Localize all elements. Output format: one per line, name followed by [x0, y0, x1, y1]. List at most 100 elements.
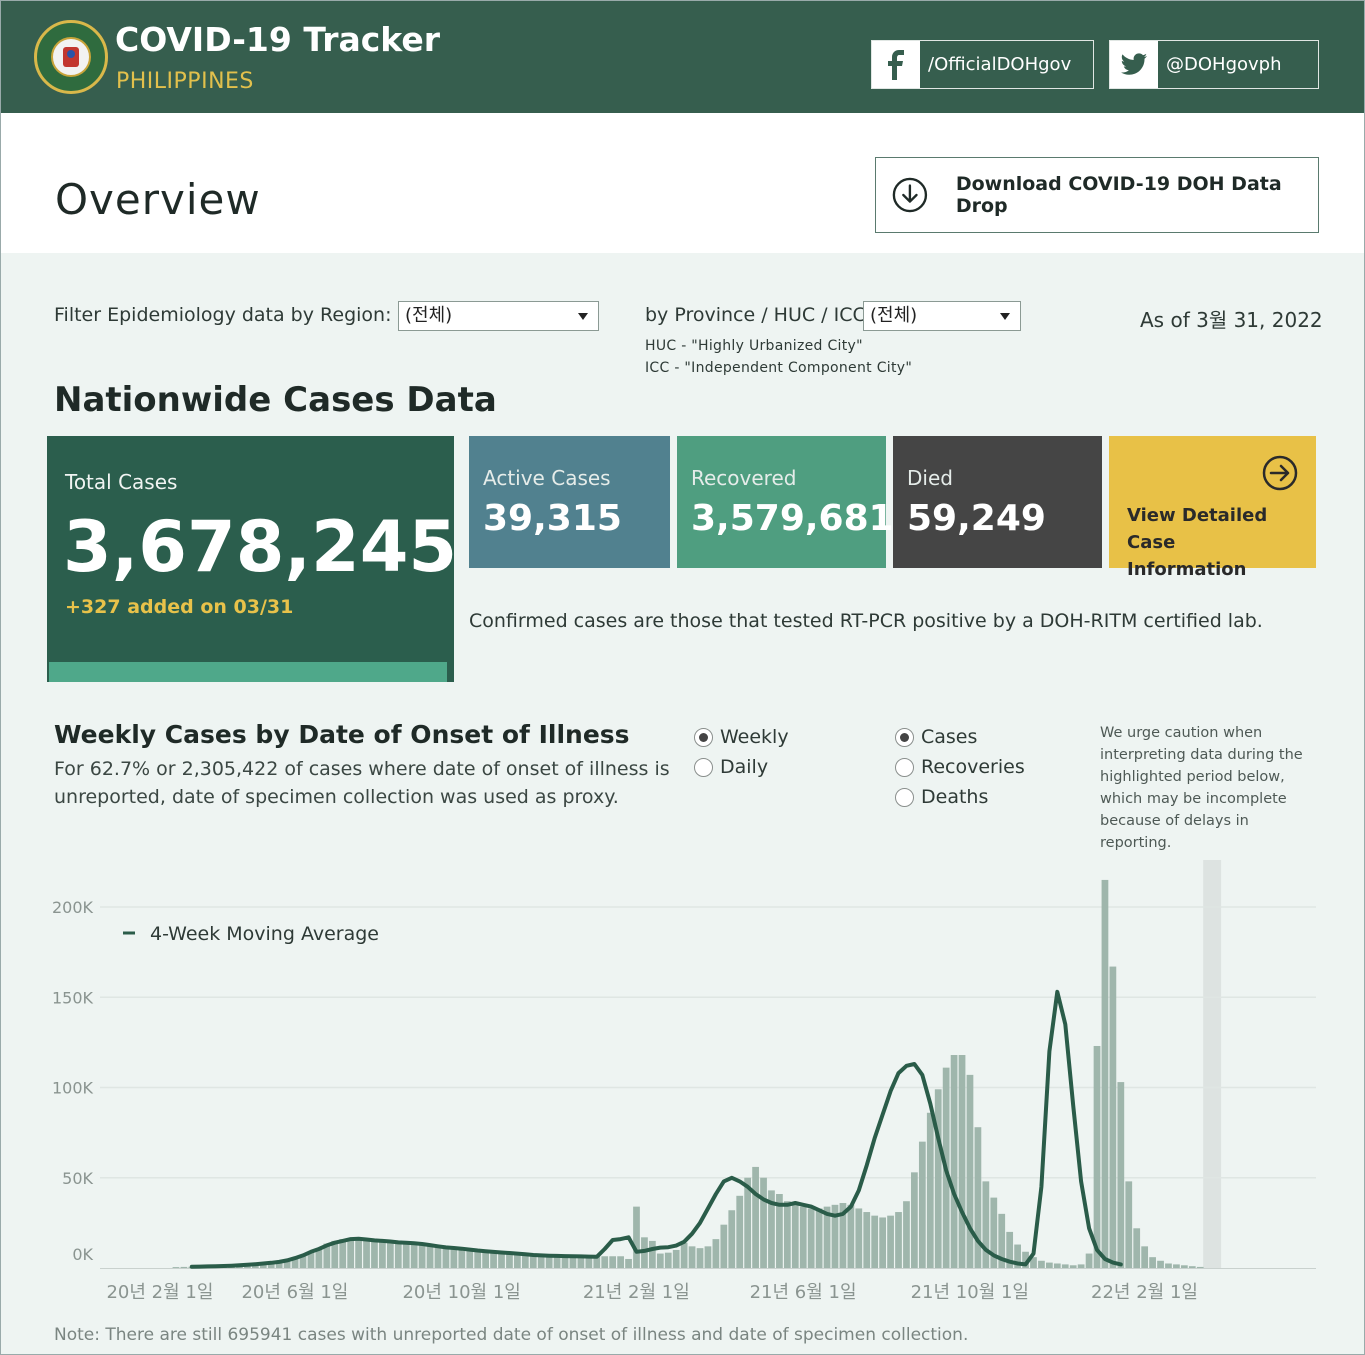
- weekly-cases-bar: [307, 1251, 315, 1268]
- twitter-handle: @DOHgovph: [1166, 54, 1282, 75]
- weekly-cases-bar: [633, 1206, 640, 1268]
- weekly-cases-bar: [1165, 1263, 1172, 1268]
- weekly-cases-bar: [752, 1166, 759, 1268]
- twitter-link[interactable]: @DOHgovph: [1109, 40, 1319, 89]
- weekly-cases-bar: [776, 1193, 783, 1268]
- radio-unselected-icon: [895, 787, 914, 807]
- radio-daily[interactable]: Daily: [694, 756, 768, 778]
- active-cases-card: Active Cases 39,315: [469, 436, 670, 568]
- weekly-cases-bar: [1125, 1181, 1133, 1268]
- weekly-cases-bar: [394, 1241, 402, 1268]
- app-title: COVID-19 Tracker: [115, 20, 441, 59]
- province-filter-label: by Province / HUC / ICC:: [645, 304, 873, 326]
- huc-note: HUC - "Highly Urbanized City": [645, 338, 863, 354]
- weekly-cases-bar: [426, 1244, 434, 1268]
- weekly-cases-bar: [712, 1239, 720, 1268]
- y-tick-label: 150K: [52, 988, 94, 1007]
- weekly-cases-bar: [744, 1177, 752, 1268]
- weekly-cases-bar: [1006, 1231, 1014, 1268]
- weekly-cases-bar: [434, 1245, 442, 1268]
- weekly-cases-bar: [1069, 1265, 1077, 1268]
- weekly-cases-bar: [617, 1256, 624, 1268]
- weekly-cases-bar: [847, 1204, 855, 1268]
- weekly-cases-bar: [275, 1261, 283, 1268]
- weekly-cases-bar: [672, 1249, 680, 1268]
- recovered-value: 3,579,681: [691, 498, 894, 539]
- weekly-cases-bar: [1046, 1262, 1053, 1268]
- total-cases-card: Total Cases 3,678,245 +327 added on 03/3…: [47, 436, 458, 682]
- radio-deaths-label: Deaths: [921, 786, 989, 808]
- weekly-cases-bar: [998, 1213, 1006, 1268]
- weekly-cases-bar: [283, 1259, 291, 1268]
- weekly-cases-bar: [498, 1251, 505, 1268]
- weekly-cases-bar: [1180, 1265, 1188, 1268]
- weekly-cases-bar: [450, 1247, 458, 1268]
- weekly-cases-bar: [323, 1243, 331, 1268]
- weekly-cases-bar: [903, 1201, 910, 1268]
- weekly-cases-bar: [1196, 1266, 1204, 1268]
- weekly-cases-bar: [807, 1208, 815, 1268]
- incomplete-data-highlight: [1203, 860, 1222, 1268]
- weekly-cases-bar: [379, 1240, 386, 1268]
- weekly-cases-bar: [442, 1246, 450, 1268]
- radio-weekly[interactable]: Weekly: [694, 726, 789, 748]
- total-cases-accent-bar: [49, 662, 447, 682]
- weekly-cases-bar: [871, 1215, 879, 1268]
- unreported-cases-footnote: Note: There are still 695941 cases with …: [54, 1325, 969, 1345]
- total-cases-value: 3,678,245: [63, 506, 458, 588]
- weekly-cases-bar: [879, 1217, 886, 1268]
- weekly-cases-bar: [1141, 1246, 1149, 1268]
- download-data-drop-button[interactable]: Download COVID-19 DOH Data Drop: [875, 157, 1319, 233]
- x-tick-label: 20년 6월 1일: [241, 1282, 348, 1303]
- weekly-cases-bar: [521, 1253, 529, 1268]
- radio-cases[interactable]: Cases: [895, 726, 977, 748]
- x-tick-label: 22년 2월 1일: [1091, 1282, 1198, 1303]
- weekly-cases-bar: [791, 1204, 799, 1268]
- download-icon: [892, 177, 928, 213]
- weekly-cases-bar: [506, 1251, 513, 1268]
- as-of-date: As of 3월 31, 2022: [1140, 308, 1323, 332]
- weekly-cases-bar: [172, 1267, 180, 1268]
- moving-average-line: [189, 989, 1123, 1269]
- y-tick-label: 0K: [72, 1245, 93, 1264]
- weekly-cases-bar: [482, 1250, 489, 1268]
- died-card: Died 59,249: [893, 436, 1102, 568]
- weekly-cases-bar: [339, 1239, 347, 1268]
- weekly-cases-bar: [490, 1250, 497, 1268]
- weekly-cases-bar: [863, 1212, 871, 1268]
- weekly-cases-bar: [545, 1254, 553, 1268]
- weekly-cases-bar: [664, 1252, 672, 1268]
- radio-recoveries[interactable]: Recoveries: [895, 756, 1025, 778]
- weekly-cases-bar: [760, 1177, 767, 1268]
- x-tick-label: 21년 10월 1일: [911, 1282, 1029, 1303]
- weekly-cases-bar: [601, 1256, 609, 1268]
- weekly-cases-bar: [911, 1172, 918, 1268]
- x-tick-label: 21년 2월 1일: [583, 1282, 690, 1303]
- weekly-cases-bar: [1188, 1266, 1196, 1268]
- weekly-cases-heading: Weekly Cases by Date of Onset of Illness: [54, 720, 630, 749]
- app-subtitle: PHILIPPINES: [116, 69, 254, 94]
- radio-deaths[interactable]: Deaths: [895, 786, 988, 808]
- weekly-cases-bar: [688, 1246, 696, 1268]
- weekly-cases-bar: [315, 1248, 323, 1268]
- facebook-icon: [872, 41, 920, 88]
- y-tick-label: 100K: [52, 1079, 94, 1098]
- weekly-cases-bar: [347, 1238, 355, 1268]
- legend-label: 4-Week Moving Average: [150, 923, 379, 945]
- weekly-cases-bar: [696, 1248, 704, 1268]
- weekly-cases-bar: [561, 1255, 569, 1268]
- weekly-cases-bar: [291, 1258, 299, 1268]
- weekly-cases-bar: [1093, 1045, 1101, 1268]
- region-select[interactable]: (전체): [398, 301, 599, 331]
- province-select[interactable]: (전체): [863, 301, 1021, 331]
- weekly-cases-bar: [1030, 1257, 1037, 1268]
- facebook-link[interactable]: /OfficialDOHgov: [871, 40, 1094, 89]
- icc-note: ICC - "Independent Component City": [645, 360, 913, 376]
- weekly-cases-bar: [1038, 1260, 1045, 1268]
- weekly-cases-bar: [887, 1215, 894, 1268]
- weekly-cases-bar: [680, 1242, 688, 1268]
- weekly-cases-bar: [331, 1240, 339, 1268]
- view-detailed-case-info-button[interactable]: View Detailed Case Information: [1109, 436, 1316, 580]
- weekly-cases-chart: 0K 50K 100K 150K 200K 20년 2월 1일 20년 6월 1일 20년 1…: [52, 860, 1316, 1303]
- weekly-cases-bar: [918, 1141, 926, 1268]
